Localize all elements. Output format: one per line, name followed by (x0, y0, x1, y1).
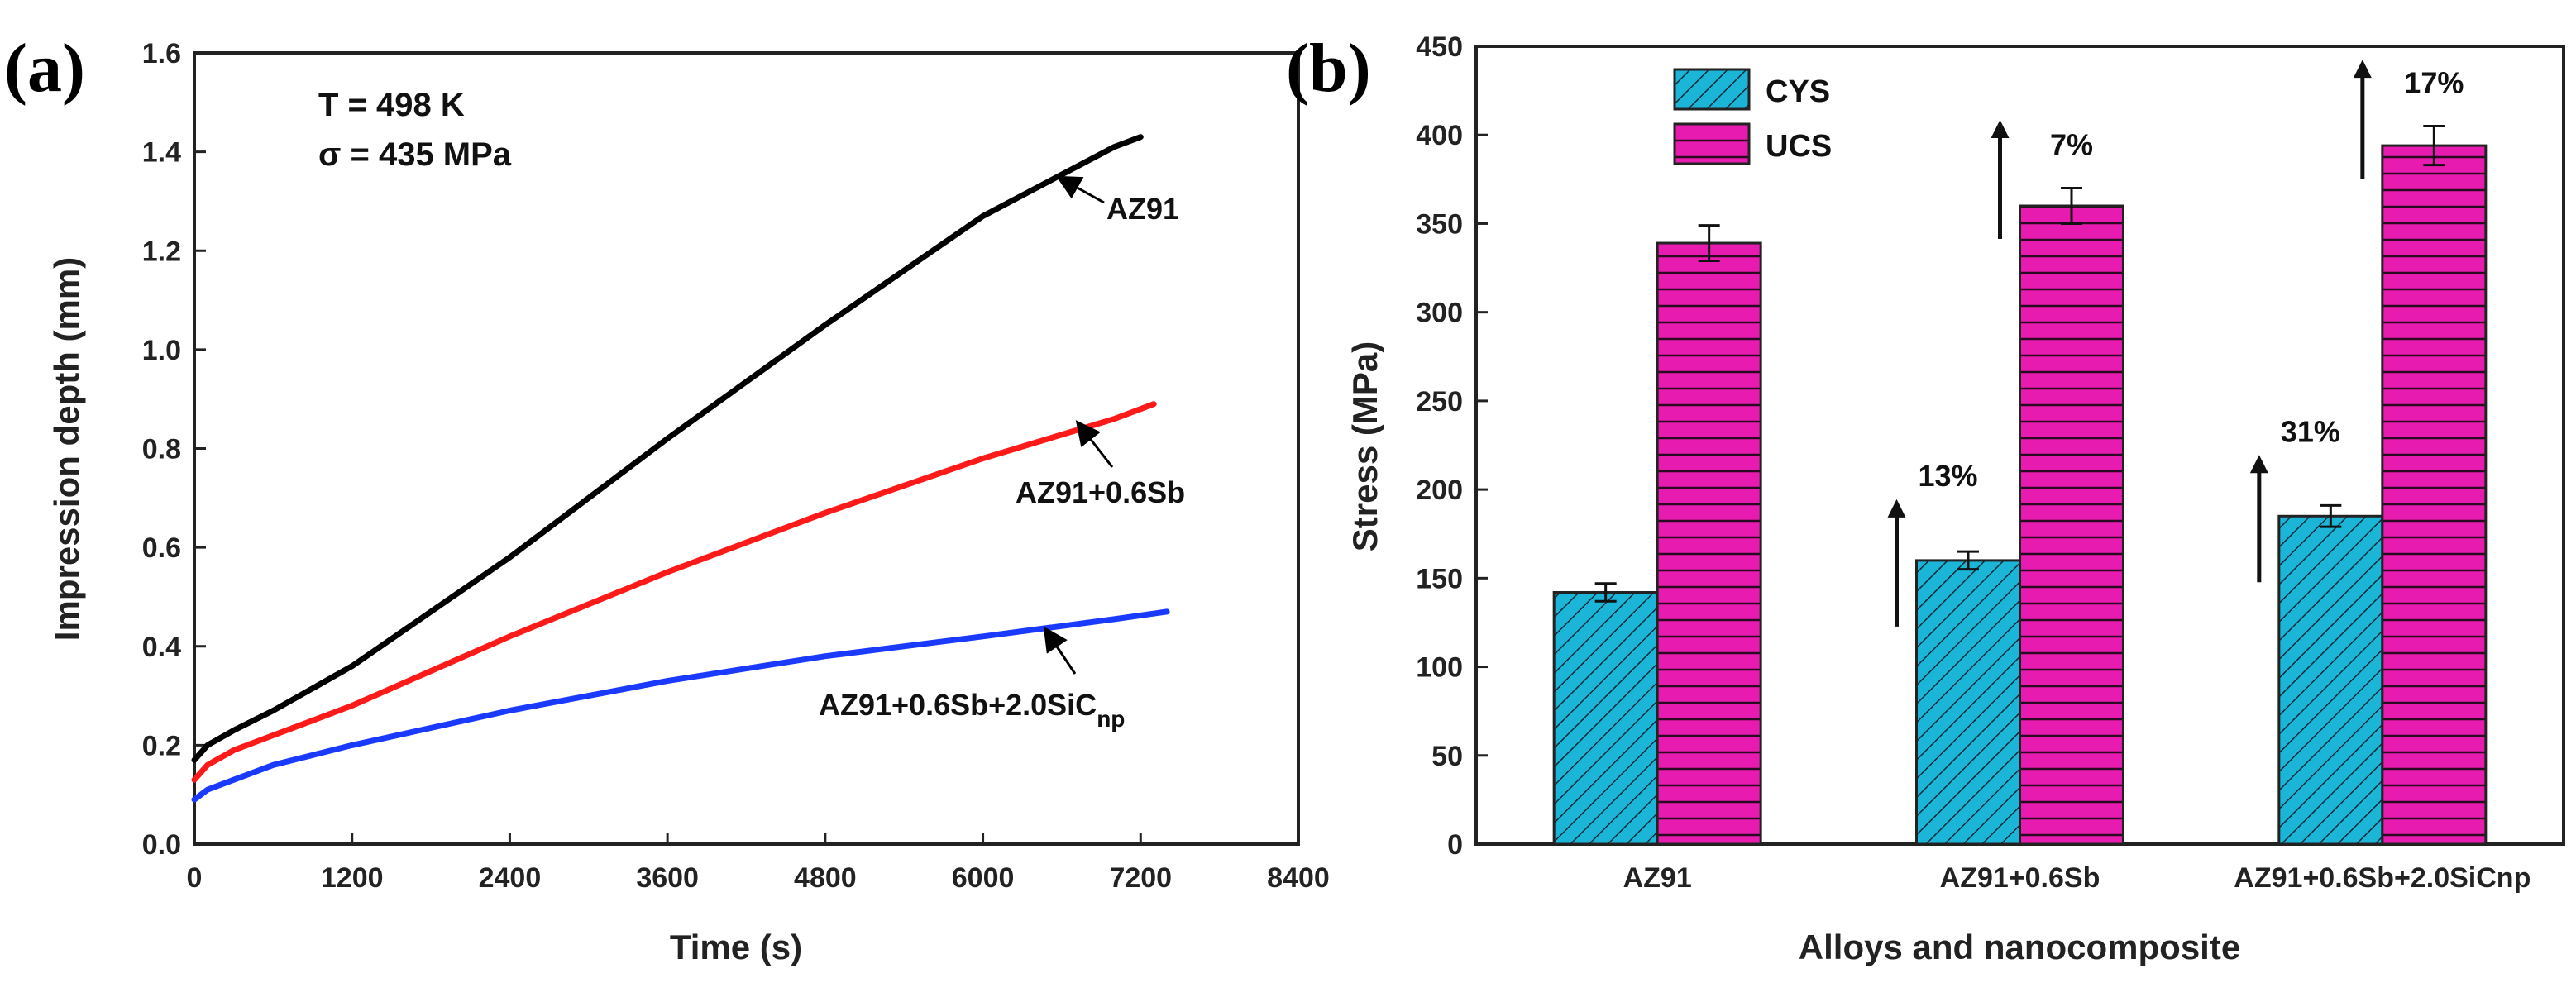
increase-label-cys-az91-0-6sb-2-0sicnp: 31% (2281, 414, 2340, 448)
bar-ucs-az91-0-6sb (2019, 204, 2124, 846)
b-y-tick-label: 150 (1416, 563, 1463, 594)
series-label-az91-sb: AZ91+0.6Sb (1016, 475, 1185, 509)
a-y-tick-label: 0.8 (142, 434, 181, 465)
a-x-tick-label: 6000 (952, 862, 1015, 894)
a-y-tick-label: 0.0 (142, 829, 181, 861)
a-x-tick-label: 8400 (1267, 862, 1330, 894)
a-x-tick-label: 0 (187, 862, 203, 894)
b-y-tick-label: 450 (1416, 31, 1463, 63)
a-y-tick-label: 1.2 (142, 236, 181, 267)
increase-arrow-head (1887, 499, 1906, 518)
series-label-az91-sb-sic-main: AZ91+0.6Sb+2.0SiC (819, 688, 1097, 722)
series-arrow-az91-sb-sic (1043, 626, 1077, 675)
condition-stress: σ = 435 MPa (318, 136, 512, 173)
b-x-tick-label-az91: AZ91 (1623, 862, 1692, 894)
legend-label-ucs: UCS (1766, 129, 1832, 164)
b-y-tick-label: 400 (1416, 120, 1463, 151)
a-y-tick-label: 1.0 (142, 335, 181, 366)
b-y-tick-label: 100 (1416, 652, 1463, 684)
bar-cys-az91-0-6sb-2-0sicnp (2277, 514, 2384, 846)
panel-b-x-axis-title: Alloys and nanocomposite (1799, 928, 2240, 966)
panel-a-line-chart: 0 1200 2400 3600 4800 6000 7200 8400 0.0 0.2 0.4 0.… (47, 38, 1330, 966)
legend: CYS UCS (1673, 68, 1832, 165)
condition-temperature: T = 498 K (318, 87, 465, 123)
series-label-az91-sb-sic: AZ91+0.6Sb+2.0SiCnp (819, 688, 1125, 732)
bar-cys-az91-0-6sb (1915, 559, 2021, 846)
a-x-tick-label: 1200 (321, 862, 384, 894)
increase-label-ucs-az91-0-6sb-2-0sicnp: 17% (2404, 66, 2464, 100)
increase-arrow-head (1991, 120, 2010, 138)
b-y-tick-label: 300 (1416, 298, 1463, 329)
bar-cys-az91 (1552, 590, 1659, 846)
legend-label-cys: CYS (1766, 74, 1830, 109)
b-y-tick-label: 50 (1431, 741, 1463, 772)
series-label-az91: AZ91 (1106, 192, 1179, 226)
series-line-az91-0-6sb-2-0sic (191, 608, 1170, 803)
increase-arrow-head (2353, 60, 2372, 79)
panel-a-x-axis-title: Time (s) (670, 928, 802, 966)
series-arrow-az91-sb (1075, 420, 1114, 468)
a-x-tick-label: 4800 (794, 862, 857, 894)
series-line-az91 (191, 134, 1144, 763)
a-x-tick-label: 2400 (479, 862, 542, 894)
a-y-tick-label: 0.6 (142, 532, 181, 564)
b-y-tick-label: 350 (1416, 208, 1463, 240)
b-x-tick-label-az91-0-6sb: AZ91+0.6Sb (1940, 862, 2100, 894)
increase-label-cys-az91-0-6sb: 13% (1918, 459, 1977, 493)
increase-arrow-head (2249, 455, 2268, 474)
b-y-tick-label: 200 (1416, 475, 1463, 506)
panel-a-label: (a) (4, 30, 85, 107)
a-y-tick-label: 1.4 (142, 137, 181, 169)
series-arrow-az91 (1055, 175, 1105, 204)
legend-swatch-ucs (1673, 122, 1751, 165)
panel-b-label: (b) (1286, 30, 1371, 107)
legend-swatch-cys (1673, 68, 1751, 111)
a-x-tick-label: 7200 (1109, 862, 1172, 894)
series-label-az91-sb-sic-subscript: np (1097, 706, 1125, 732)
panel-b-bar-chart: 0 50 100 150 200 250 300 350 400 450 AZ91 AZ91+0.6S… (1345, 31, 2565, 966)
increase-label-ucs-az91-0-6sb: 7% (2050, 128, 2093, 162)
series-line-az91-0-6sb (191, 401, 1157, 783)
a-x-tick-label: 3600 (636, 862, 699, 894)
b-y-tick-label: 0 (1447, 829, 1463, 861)
a-y-tick-label: 0.4 (142, 632, 181, 663)
b-y-tick-label: 250 (1416, 386, 1463, 418)
panel-b-y-axis-title: Stress (MPa) (1345, 341, 1384, 551)
bar-ucs-az91-0-6sb-2-0sicnp (2381, 144, 2488, 846)
a-y-tick-label: 1.6 (142, 38, 181, 69)
a-y-tick-label: 0.2 (142, 730, 181, 761)
b-x-tick-label-az91-0-6sb-2-0sicnp: AZ91+0.6Sb+2.0SiCnp (2234, 862, 2531, 894)
bar-ucs-az91 (1656, 241, 1762, 846)
panel-a-y-axis-title: Impression depth (mm) (47, 257, 86, 641)
